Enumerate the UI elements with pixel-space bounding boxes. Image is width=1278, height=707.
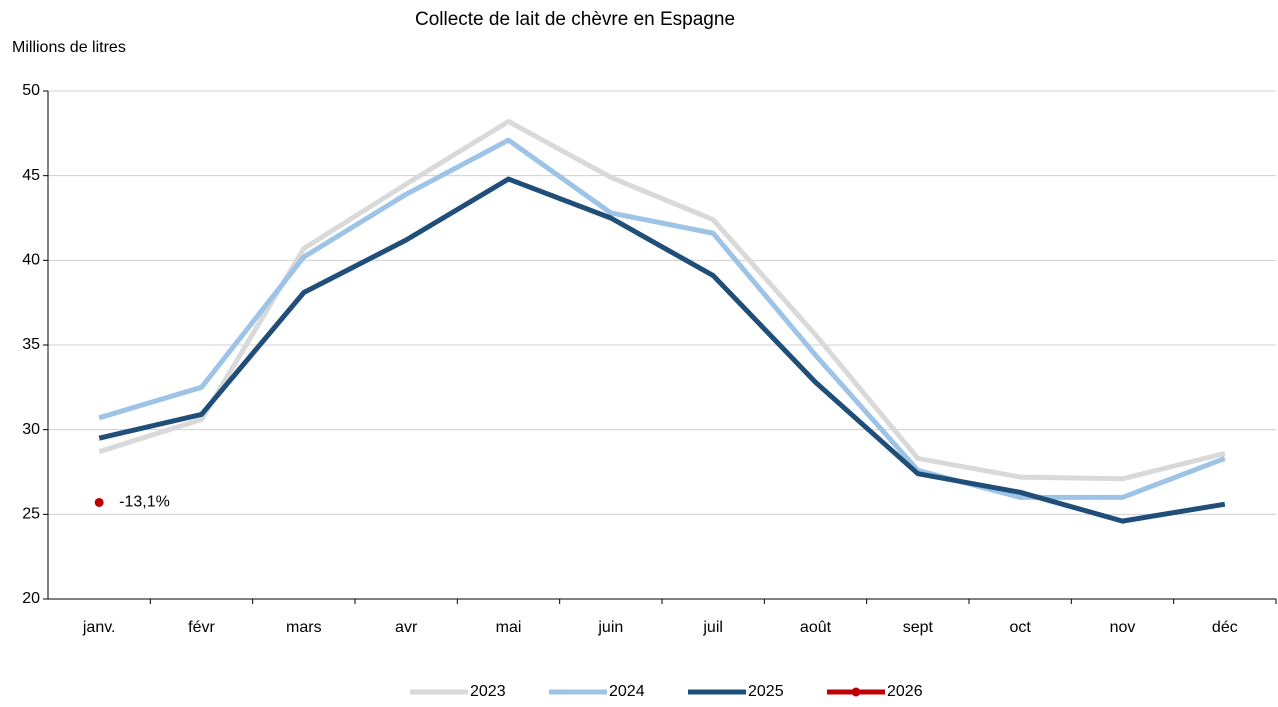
- x-tick-label: déc: [1212, 619, 1238, 636]
- y-tick-label: 45: [22, 167, 40, 184]
- x-tick-label: janv.: [82, 619, 116, 636]
- x-tick-label: août: [800, 619, 832, 636]
- legend-marker: [851, 687, 861, 697]
- x-tick-label: mai: [496, 619, 522, 636]
- legend-label: 2025: [748, 683, 784, 700]
- series-line: [98, 137, 1226, 500]
- y-axis-label: Millions de litres: [12, 39, 126, 56]
- annotation: -13,1%: [119, 494, 170, 511]
- y-tick-label: 35: [22, 336, 40, 353]
- x-tick-label: mars: [286, 619, 322, 636]
- chart-title: Collecte de lait de chèvre en Espagne: [415, 9, 735, 30]
- x-tick-label: avr: [395, 619, 418, 636]
- y-tick-label: 50: [22, 82, 40, 99]
- x-tick-label: oct: [1009, 619, 1031, 636]
- legend-label: 2026: [887, 683, 923, 700]
- x-tick-label: juin: [597, 619, 623, 636]
- legend-label: 2024: [609, 683, 645, 700]
- y-tick-label: 40: [22, 252, 40, 269]
- y-tick-label: 25: [22, 506, 40, 523]
- x-tick-label: juil: [702, 619, 723, 636]
- x-tick-label: sept: [903, 619, 934, 636]
- series-line: [98, 176, 1226, 524]
- x-tick-label: févr: [188, 619, 215, 636]
- y-tick-label: 20: [22, 590, 40, 607]
- series-marker: [94, 497, 104, 507]
- x-tick-label: nov: [1110, 619, 1136, 636]
- y-tick-label: 30: [22, 421, 40, 438]
- legend-label: 2023: [470, 683, 506, 700]
